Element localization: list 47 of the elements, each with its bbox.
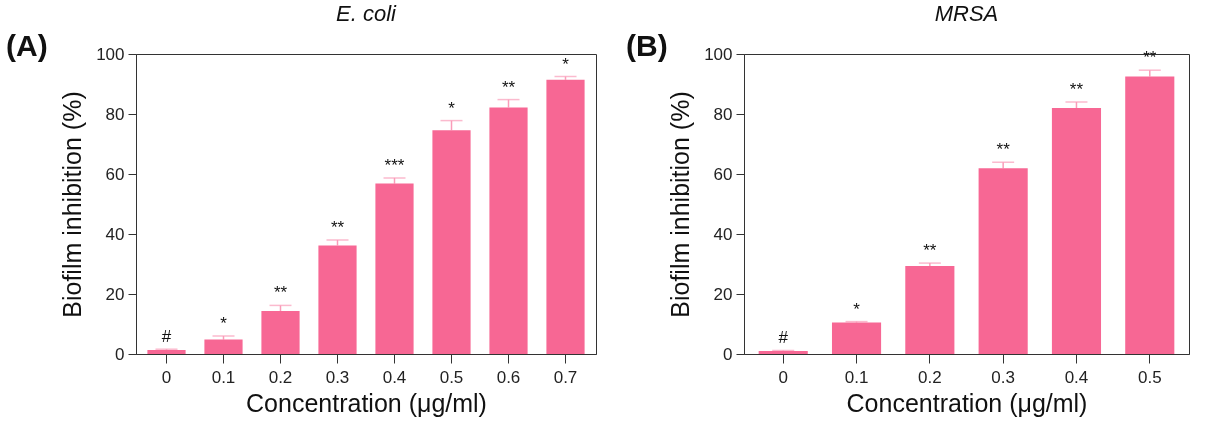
x-tick-label: 0.5 xyxy=(439,367,464,387)
y-tick-label: 80 xyxy=(105,104,125,124)
annotation: ** xyxy=(273,283,288,303)
x-tick-label: 0.1 xyxy=(211,367,236,387)
y-tick-label: 40 xyxy=(105,224,125,244)
text: (A) xyxy=(6,29,48,62)
x-axis-title: Concentration (μg/ml) xyxy=(246,388,487,417)
y-tick-label: 60 xyxy=(713,164,733,184)
annotation: # xyxy=(778,328,789,348)
y-tick-label: 20 xyxy=(713,284,733,304)
x-tick-label: 0.4 xyxy=(1064,367,1089,387)
x-tick-label: 0.2 xyxy=(268,367,293,387)
x-tick-label: 0.1 xyxy=(844,367,869,387)
annotation: ** xyxy=(996,140,1011,160)
x-tick-label: 0.6 xyxy=(496,367,521,387)
annotation: ** xyxy=(330,218,345,237)
x-tick-label: 0 xyxy=(778,367,788,387)
annotation: * xyxy=(562,54,570,74)
annotation: ** xyxy=(1069,80,1084,99)
annotation: * xyxy=(448,98,456,118)
annotation: ** xyxy=(923,241,937,261)
x-tick-label: 0 xyxy=(161,367,172,387)
x-tick-label: 0.4 xyxy=(382,367,407,387)
y-tick-label: 0 xyxy=(723,344,733,364)
y-tick-label: 80 xyxy=(713,104,733,124)
y-tick-label: 20 xyxy=(105,284,125,304)
y-axis-title: Biofilm inhibition (%) xyxy=(58,91,87,318)
annotation: *** xyxy=(384,155,405,175)
y-tick-label: 100 xyxy=(704,44,733,64)
annotation: * xyxy=(853,299,861,319)
y-axis-title: Biofilm inhibition (%) xyxy=(666,91,695,318)
annotation: ** xyxy=(501,77,516,97)
chart-title: E. coli xyxy=(336,1,398,26)
x-tick-label: 0.3 xyxy=(325,367,350,387)
y-tick-label: 40 xyxy=(713,224,733,244)
y-tick-label: 0 xyxy=(115,344,125,364)
x-axis-title: Concentration (μg/ml) xyxy=(846,388,1088,417)
chart-title: MRSA xyxy=(934,1,999,26)
x-tick-label: 0.7 xyxy=(553,367,578,387)
annotation: * xyxy=(220,314,228,333)
annotation: # xyxy=(161,327,172,347)
x-tick-label: 0.2 xyxy=(918,367,942,387)
y-tick-label: 100 xyxy=(96,44,125,64)
text: (B) xyxy=(626,29,668,62)
y-tick-label: 60 xyxy=(105,164,125,184)
x-tick-label: 0.5 xyxy=(1137,367,1162,387)
x-tick-label: 0.3 xyxy=(991,367,1015,387)
